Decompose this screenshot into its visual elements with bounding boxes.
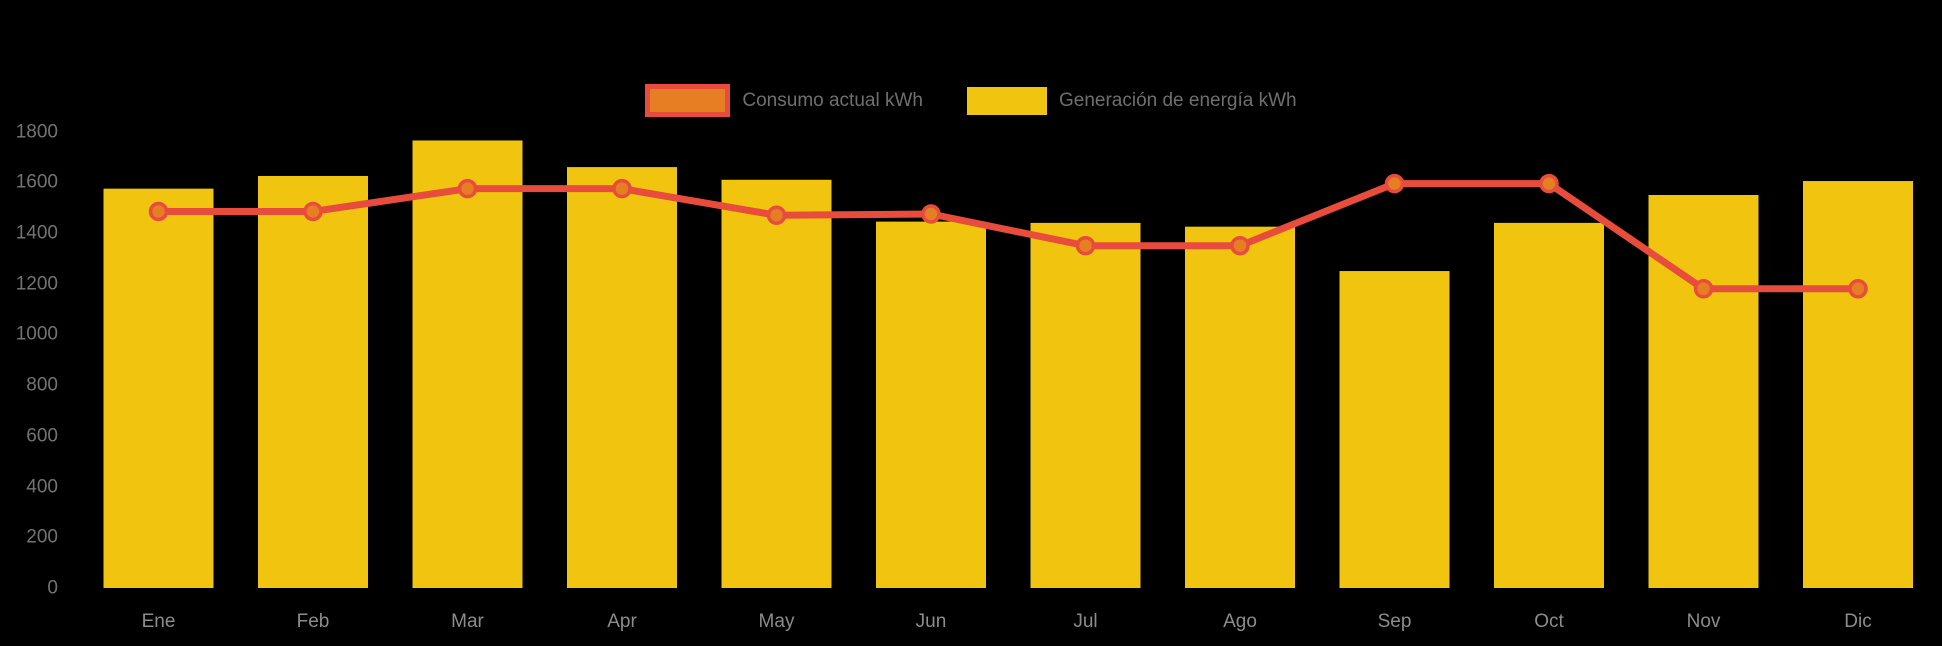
bar-nov[interactable] [1648, 194, 1759, 588]
x-axis-label-jul: Jul [1073, 611, 1098, 632]
bar-ene[interactable] [103, 188, 214, 588]
consumo-swatch-icon [645, 84, 731, 117]
generacion-swatch-icon [966, 86, 1047, 115]
x-axis-label-nov: Nov [1686, 611, 1721, 632]
line-point-apr[interactable] [612, 178, 632, 199]
y-axis-label-1000: 1000 [15, 323, 58, 345]
consumption-line [155, 180, 1862, 293]
line-point-ene[interactable] [148, 201, 169, 222]
line-point-sep[interactable] [1384, 173, 1405, 194]
x-axis-label-sep: Sep [1377, 611, 1412, 632]
y-axis-label-400: 400 [26, 476, 58, 498]
x-axis-label-apr: Apr [607, 611, 637, 632]
bar-oct[interactable] [1494, 222, 1604, 588]
x-axis-label-oct: Oct [1534, 611, 1564, 632]
line-point-ago[interactable] [1230, 235, 1250, 256]
line-point-jun[interactable] [921, 204, 941, 224]
x-axis-label-ene: Ene [141, 611, 176, 632]
y-axis-label-0: 0 [47, 577, 58, 599]
bar-feb[interactable] [258, 175, 368, 588]
line-point-may[interactable] [766, 205, 787, 226]
y-axis-label-200: 200 [26, 526, 58, 548]
legend-label-consumo: Consumo actual kWh [742, 90, 923, 111]
x-axis-label-may: May [758, 611, 795, 632]
y-axis-label-1800: 1800 [15, 121, 58, 143]
legend-item-generacion[interactable]: Generación de energía kWh [966, 86, 1297, 115]
bar-apr[interactable] [567, 167, 677, 588]
line-point-oct[interactable] [1539, 173, 1559, 194]
bar-dic[interactable] [1803, 181, 1913, 588]
x-axis-label-feb: Feb [296, 611, 330, 632]
y-axis-label-800: 800 [26, 374, 58, 396]
line-point-nov[interactable] [1693, 279, 1714, 299]
bar-jun[interactable] [876, 221, 986, 588]
line-point-mar[interactable] [457, 178, 478, 199]
line-point-jul[interactable] [1075, 235, 1096, 256]
bar-sep[interactable] [1339, 271, 1450, 588]
y-axis-label-1200: 1200 [15, 273, 58, 295]
x-axis-label-dic: Dic [1844, 611, 1872, 632]
x-axis-label-ago: Ago [1223, 611, 1257, 632]
x-axis-label-jun: Jun [915, 611, 947, 632]
bar-mar[interactable] [412, 140, 523, 589]
bar-may[interactable] [721, 179, 832, 588]
legend-item-consumo[interactable]: Consumo actual kWh [645, 84, 923, 117]
chart-legend: Consumo actual kWh Generación de energía… [0, 84, 1942, 117]
line-point-feb[interactable] [303, 201, 323, 222]
y-axis-label-1400: 1400 [15, 222, 58, 244]
bar-ago[interactable] [1185, 226, 1295, 588]
bar-jul[interactable] [1030, 222, 1141, 588]
legend-label-generacion: Generación de energía kWh [1058, 90, 1297, 111]
y-axis-label-1600: 1600 [15, 171, 58, 193]
line-point-dic[interactable] [1848, 279, 1868, 299]
x-axis-label-mar: Mar [451, 611, 484, 632]
y-axis-label-600: 600 [26, 425, 58, 447]
